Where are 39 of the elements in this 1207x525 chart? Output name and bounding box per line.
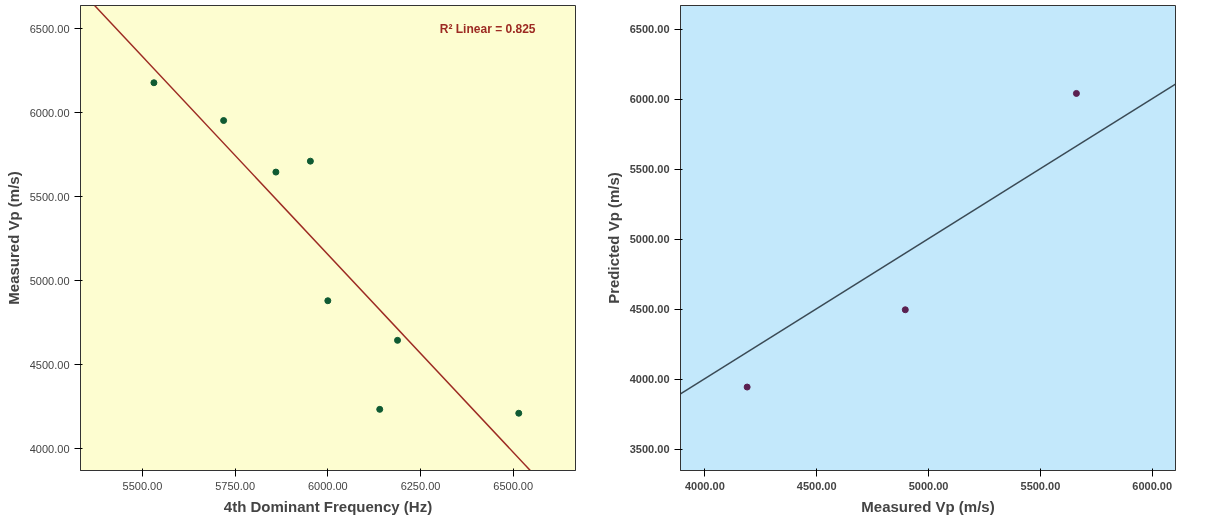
x-tick-label: 5500.00 bbox=[1020, 479, 1061, 492]
y-axis-title: Measured Vp (m/s) bbox=[4, 171, 22, 305]
x-tick-label: 5750.00 bbox=[215, 479, 255, 492]
point bbox=[376, 405, 384, 413]
point bbox=[1072, 89, 1080, 97]
x-tick-label: 6500.00 bbox=[493, 479, 534, 492]
point bbox=[394, 336, 402, 344]
x-tick-label: 6000.00 bbox=[307, 479, 348, 492]
y-axis-title: Predicted Vp (m/s) bbox=[604, 172, 622, 304]
y-tick-label: 5500.00 bbox=[29, 190, 70, 203]
y-tick-label: 5000.00 bbox=[629, 233, 670, 246]
point bbox=[324, 297, 332, 305]
x-tick-label: 6000.00 bbox=[1132, 479, 1173, 492]
y-tick-label: 4000.00 bbox=[29, 442, 70, 455]
x-tick-label: 5000.00 bbox=[908, 479, 949, 492]
y-tick-label: 4000.00 bbox=[629, 373, 670, 386]
y-tick-label: 6500.00 bbox=[629, 23, 670, 36]
point bbox=[272, 168, 280, 176]
y-tick-label: 6000.00 bbox=[629, 93, 670, 106]
y-tick-label: 4500.00 bbox=[629, 303, 670, 316]
y-tick-label: 5500.00 bbox=[629, 163, 670, 176]
x-tick-label: 4000.00 bbox=[685, 479, 725, 492]
y-tick-label: 6500.00 bbox=[29, 22, 70, 35]
x-tick-label: 4500.00 bbox=[796, 479, 837, 492]
x-axis-title: Measured Vp (m/s) bbox=[861, 497, 995, 515]
point bbox=[150, 79, 158, 87]
y-tick-label: 3500.00 bbox=[629, 443, 670, 456]
y-tick-label: 4500.00 bbox=[29, 358, 70, 371]
x-tick-label: 5500.00 bbox=[122, 479, 163, 492]
annotation: R² Linear = 0.825 bbox=[439, 21, 536, 36]
point bbox=[515, 409, 523, 417]
x-tick-label: 6250.00 bbox=[400, 479, 441, 492]
point bbox=[743, 383, 751, 391]
y-tick-label: 5000.00 bbox=[29, 274, 70, 287]
x-axis-title: 4th Dominant Frequency (Hz) bbox=[223, 497, 433, 515]
point bbox=[306, 157, 314, 165]
point bbox=[220, 117, 228, 125]
y-tick-label: 6000.00 bbox=[29, 106, 70, 119]
point bbox=[901, 306, 909, 314]
